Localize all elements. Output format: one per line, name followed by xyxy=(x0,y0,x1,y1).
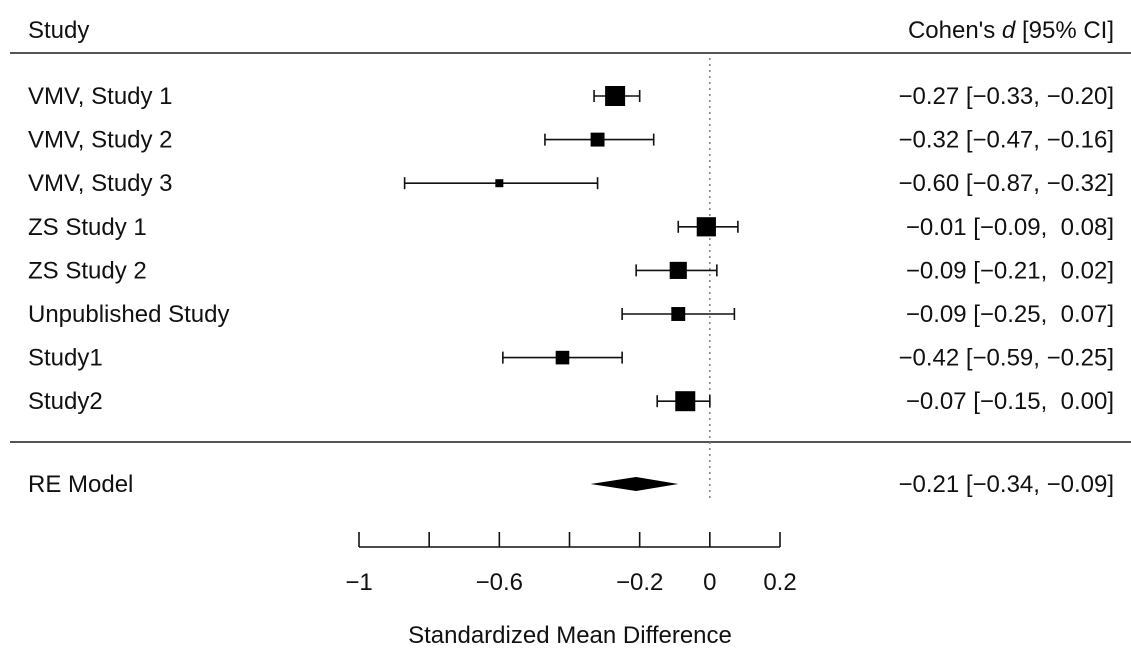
study-estimate-text: −0.09 [−0.21, 0.02] xyxy=(906,257,1114,284)
study-point-estimate xyxy=(671,307,686,321)
study-estimate-text: −0.01 [−0.09, 0.08] xyxy=(906,214,1114,241)
study-estimate-text: −0.07 [−0.15, 0.00] xyxy=(906,388,1114,415)
x-tick-label: −1 xyxy=(345,569,372,596)
x-axis-label: Standardized Mean Difference xyxy=(408,622,732,649)
study-estimate-text: −0.60 [−0.87, −0.32] xyxy=(898,170,1114,197)
study-estimate-text: −0.42 [−0.59, −0.25] xyxy=(898,345,1114,372)
study-label: Study2 xyxy=(28,388,103,415)
study-point-estimate xyxy=(669,261,687,279)
summary-row: RE Model −0.21 [−0.34, −0.09] xyxy=(28,471,1114,498)
study-label: Study1 xyxy=(28,345,103,372)
study-estimate-text: −0.09 [−0.25, 0.07] xyxy=(906,301,1114,328)
study-estimate-text: −0.32 [−0.47, −0.16] xyxy=(898,127,1114,154)
x-axis: −1 −0.6 −0.2 0 0.2 xyxy=(345,532,797,596)
x-tick-label: −0.6 xyxy=(476,569,523,596)
study-label: ZS Study 1 xyxy=(28,214,147,241)
study-point-estimate xyxy=(696,217,716,237)
summary-label: RE Model xyxy=(28,471,133,498)
header-suffix: [95% CI] xyxy=(1015,17,1114,44)
header-effect-size: Cohen's d [95% CI] xyxy=(908,17,1114,44)
x-tick-label: −0.2 xyxy=(616,569,663,596)
study-label: VMV, Study 2 xyxy=(28,127,173,154)
study-point-estimate xyxy=(495,179,504,188)
summary-diamond xyxy=(590,477,679,491)
study-label: VMV, Study 1 xyxy=(28,83,173,110)
header-study: Study xyxy=(28,17,89,44)
summary-estimate-text: −0.21 [−0.34, −0.09] xyxy=(898,471,1114,498)
x-tick-label: 0 xyxy=(703,569,716,596)
study-label: ZS Study 2 xyxy=(28,257,147,284)
header-prefix: Cohen's xyxy=(908,17,1002,44)
study-rows: VMV, Study 1 −0.27 [−0.33, −0.20] VMV, Stu… xyxy=(28,83,1114,415)
study-label: Unpublished Study xyxy=(28,301,229,328)
header-italic-d: d xyxy=(1002,17,1016,44)
study-estimate-text: −0.27 [−0.33, −0.20] xyxy=(898,83,1114,110)
study-point-estimate xyxy=(675,391,696,412)
x-tick-label: 0.2 xyxy=(763,569,796,596)
study-point-estimate xyxy=(605,86,626,106)
study-point-estimate xyxy=(555,350,570,365)
study-label: VMV, Study 3 xyxy=(28,170,173,197)
study-point-estimate xyxy=(590,132,605,147)
